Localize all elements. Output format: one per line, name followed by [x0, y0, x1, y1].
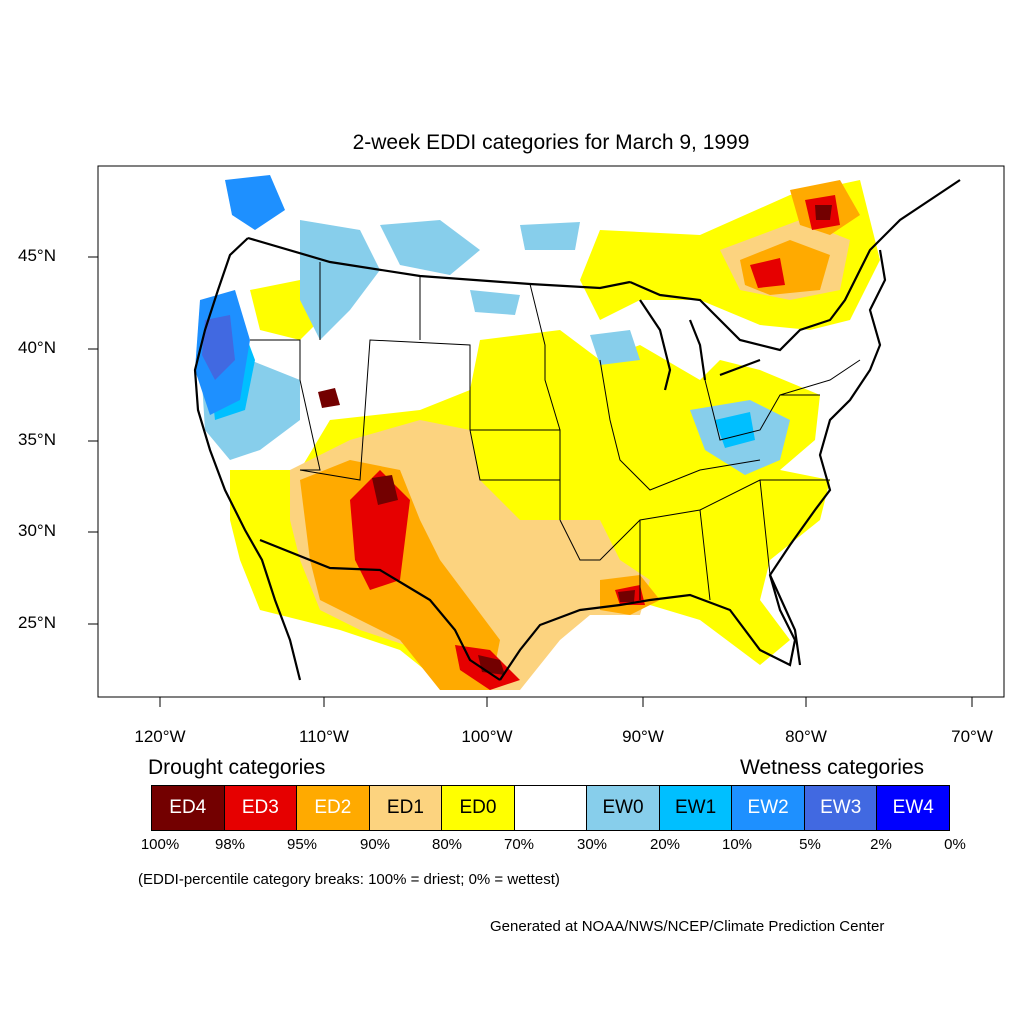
- credit-text: Generated at NOAA/NWS/NCEP/Climate Predi…: [490, 918, 885, 935]
- legend-swatch-neutral: [514, 786, 588, 830]
- axis-ticks: [88, 256, 973, 707]
- lon-label-120: 120°W: [134, 727, 186, 746]
- legend-swatch-ew4: EW4: [877, 786, 950, 830]
- legend-label-ew0: EW0: [602, 797, 644, 818]
- legend-label-ew4: EW4: [892, 797, 934, 818]
- lon-label-80: 80°W: [785, 727, 827, 746]
- legend-label-ew1: EW1: [675, 797, 717, 818]
- legend-swatch-ew0: EW0: [587, 786, 660, 830]
- legend-swatch-ew2: EW2: [732, 786, 805, 830]
- category-breaks-footnote: (EDDI-percentile category breaks: 100% =…: [138, 871, 560, 888]
- legend-swatch-ew1: EW1: [659, 786, 733, 830]
- lat-label-35: 35°N: [18, 430, 56, 449]
- break-label-80: 80%: [431, 836, 463, 853]
- break-label-20: 20%: [649, 836, 681, 853]
- legend-swatch-ed0: ED0: [442, 786, 515, 830]
- lat-label-45: 45°N: [18, 246, 56, 265]
- legend-label-ed4: ED4: [169, 797, 207, 818]
- lon-label-70: 70°W: [951, 727, 993, 746]
- map-title: 2-week EDDI categories for March 9, 1999: [352, 131, 750, 154]
- wetness-categories-title: Wetness categories: [740, 756, 925, 779]
- legend-swatch-ed3: ED3: [224, 786, 298, 830]
- legend-color-bar: ED4 ED3 ED2 ED1 ED0 EW0 EW1 EW2 EW3 EW4: [151, 785, 950, 831]
- drought-categories-title: Drought categories: [148, 756, 326, 779]
- break-label-2: 2%: [870, 836, 892, 853]
- break-label-90: 90%: [359, 836, 391, 853]
- legend-label-ew3: EW3: [820, 797, 862, 818]
- break-label-98: 98%: [214, 836, 246, 853]
- break-label-95: 95%: [286, 836, 318, 853]
- break-label-100: 100%: [140, 836, 180, 853]
- lon-label-100: 100°W: [461, 727, 513, 746]
- legend-label-ed3: ED3: [241, 797, 279, 818]
- legend-swatch-ed4: ED4: [152, 786, 225, 830]
- legend-swatch-ed2: ED2: [297, 786, 370, 830]
- boundaries: [193, 179, 961, 681]
- lon-label-110: 110°W: [299, 727, 349, 746]
- break-label-5: 5%: [799, 836, 821, 853]
- legend-swatch-ed1: ED1: [369, 786, 443, 830]
- legend-swatch-ew3: EW3: [804, 786, 878, 830]
- legend-label-ed0: ED0: [459, 797, 497, 818]
- map-frame: [97, 165, 1005, 698]
- break-label-0: 0%: [944, 836, 966, 853]
- legend-label-ed1: ED1: [386, 797, 424, 818]
- lat-label-30: 30°N: [18, 521, 56, 540]
- legend-label-ed2: ED2: [314, 797, 352, 818]
- break-label-70: 70%: [503, 836, 535, 853]
- lat-label-40: 40°N: [18, 338, 56, 357]
- lon-label-90: 90°W: [622, 727, 664, 746]
- break-label-30: 30%: [576, 836, 608, 853]
- lat-label-25: 25°N: [18, 613, 56, 632]
- legend-label-ew2: EW2: [747, 797, 789, 818]
- category-fills: [195, 175, 880, 690]
- break-label-10: 10%: [721, 836, 753, 853]
